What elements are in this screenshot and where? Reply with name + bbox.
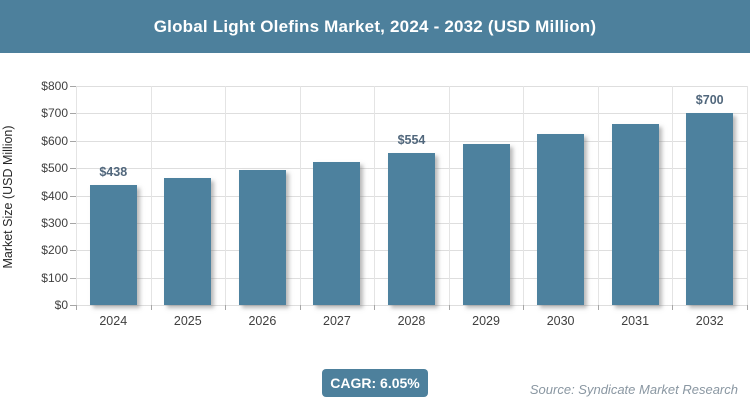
y-axis-tick [70,140,76,142]
y-axis-tick [70,195,76,197]
bar-2029 [462,144,510,305]
bar-value-label-2024: $438 [99,165,128,180]
y-axis-tick [70,250,76,252]
y-axis-tick [70,113,76,115]
x-axis-tick [747,305,748,310]
y-tick-label: $400 [41,188,68,203]
gridline-vertical [672,86,674,305]
gridline-horizontal [76,140,747,142]
bar-2031 [611,124,659,305]
cagr-badge: CAGR: 6.05% [322,369,428,397]
chart-title: Global Light Olefins Market, 2024 - 2032… [153,16,597,36]
x-tick-label-2025: 2025 [173,314,202,328]
bar-value-label-2028: $554 [397,133,426,148]
y-tick-label: $600 [41,133,68,148]
gridline-vertical [747,86,748,305]
bar-2024 [89,185,137,305]
x-tick-label-2029: 2029 [472,314,500,328]
x-axis-tick [225,305,227,310]
gridline-vertical [523,86,525,305]
x-tick-label-2027: 2027 [323,314,351,328]
y-axis-title: Market Size (USD Million) [1,125,15,269]
gridline-horizontal [76,305,747,306]
gridline-horizontal [76,86,747,87]
y-tick-label: $700 [41,106,68,121]
x-axis-tick [150,305,152,310]
y-axis-tick [70,86,76,87]
gridline-vertical [597,86,599,305]
x-axis-tick [299,305,301,310]
cagr-badge-label: CAGR: 6.05% [330,375,420,391]
bar-2030 [537,134,585,305]
x-tick-label-2024: 2024 [99,314,128,328]
y-tick-label: $200 [41,243,68,258]
x-axis-tick [597,305,599,310]
source-note: Source: Syndicate Market Research [529,382,738,397]
gridline-vertical [448,86,450,305]
bar-2028 [388,153,435,305]
bar-2027 [313,162,361,305]
gridline-vertical [374,86,376,305]
x-tick-label-2028: 2028 [397,314,426,328]
gridline-horizontal [76,113,747,115]
y-tick-label: $0 [54,298,68,312]
y-tick-label: $800 [41,79,68,93]
y-axis-tick [70,222,76,224]
x-axis-tick [374,305,376,310]
x-axis-tick [523,305,525,310]
gridline-vertical [299,86,301,305]
x-axis-tick [448,305,450,310]
chart-title-bar: Global Light Olefins Market, 2024 - 2032… [0,0,750,53]
bar-2032 [686,113,734,305]
y-tick-label: $500 [41,161,68,176]
y-axis-tick [70,168,76,170]
gridline-vertical [76,86,77,305]
x-axis-tick [76,305,77,310]
bar-2026 [238,170,286,305]
x-axis-tick [672,305,674,310]
y-tick-label: $300 [41,215,68,230]
gridline-vertical [150,86,152,305]
bar-value-label-2032: $700 [695,93,724,108]
y-axis-tick [70,277,76,279]
y-tick-label: $100 [41,270,68,285]
x-tick-label-2026: 2026 [248,314,277,328]
bar-2025 [164,177,212,305]
x-tick-label-2030: 2030 [546,314,575,328]
x-tick-label-2032: 2032 [695,314,724,328]
x-tick-label-2031: 2031 [621,314,650,328]
y-axis-tick [70,305,76,306]
gridline-vertical [225,86,227,305]
